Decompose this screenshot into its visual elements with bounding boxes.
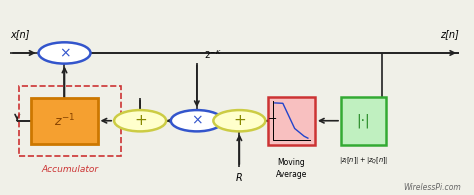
Circle shape [38, 42, 91, 64]
Circle shape [114, 110, 166, 131]
Text: $\times$: $\times$ [59, 46, 70, 60]
Text: Moving
Average: Moving Average [276, 159, 307, 179]
Text: WirelessPi.com: WirelessPi.com [404, 183, 462, 192]
Text: |·|: |·| [356, 113, 370, 128]
Circle shape [171, 110, 223, 131]
Text: $2^{-K}$: $2^{-K}$ [204, 48, 222, 61]
Circle shape [213, 110, 265, 131]
FancyBboxPatch shape [268, 97, 315, 145]
Text: $|z_I[n]| + |z_Q[n]|$: $|z_I[n]| + |z_Q[n]|$ [339, 155, 388, 166]
Text: $\times$: $\times$ [191, 114, 203, 128]
FancyBboxPatch shape [341, 97, 386, 145]
Text: $z^{-1}$: $z^{-1}$ [54, 113, 75, 129]
Text: x[n]: x[n] [10, 29, 29, 39]
Text: R: R [236, 173, 243, 183]
Text: $+$: $+$ [233, 113, 246, 128]
Text: Accumulator: Accumulator [41, 165, 99, 174]
Text: $+$: $+$ [134, 113, 146, 128]
Text: −: − [268, 114, 277, 124]
FancyBboxPatch shape [31, 98, 98, 144]
Text: z[n]: z[n] [440, 29, 459, 39]
